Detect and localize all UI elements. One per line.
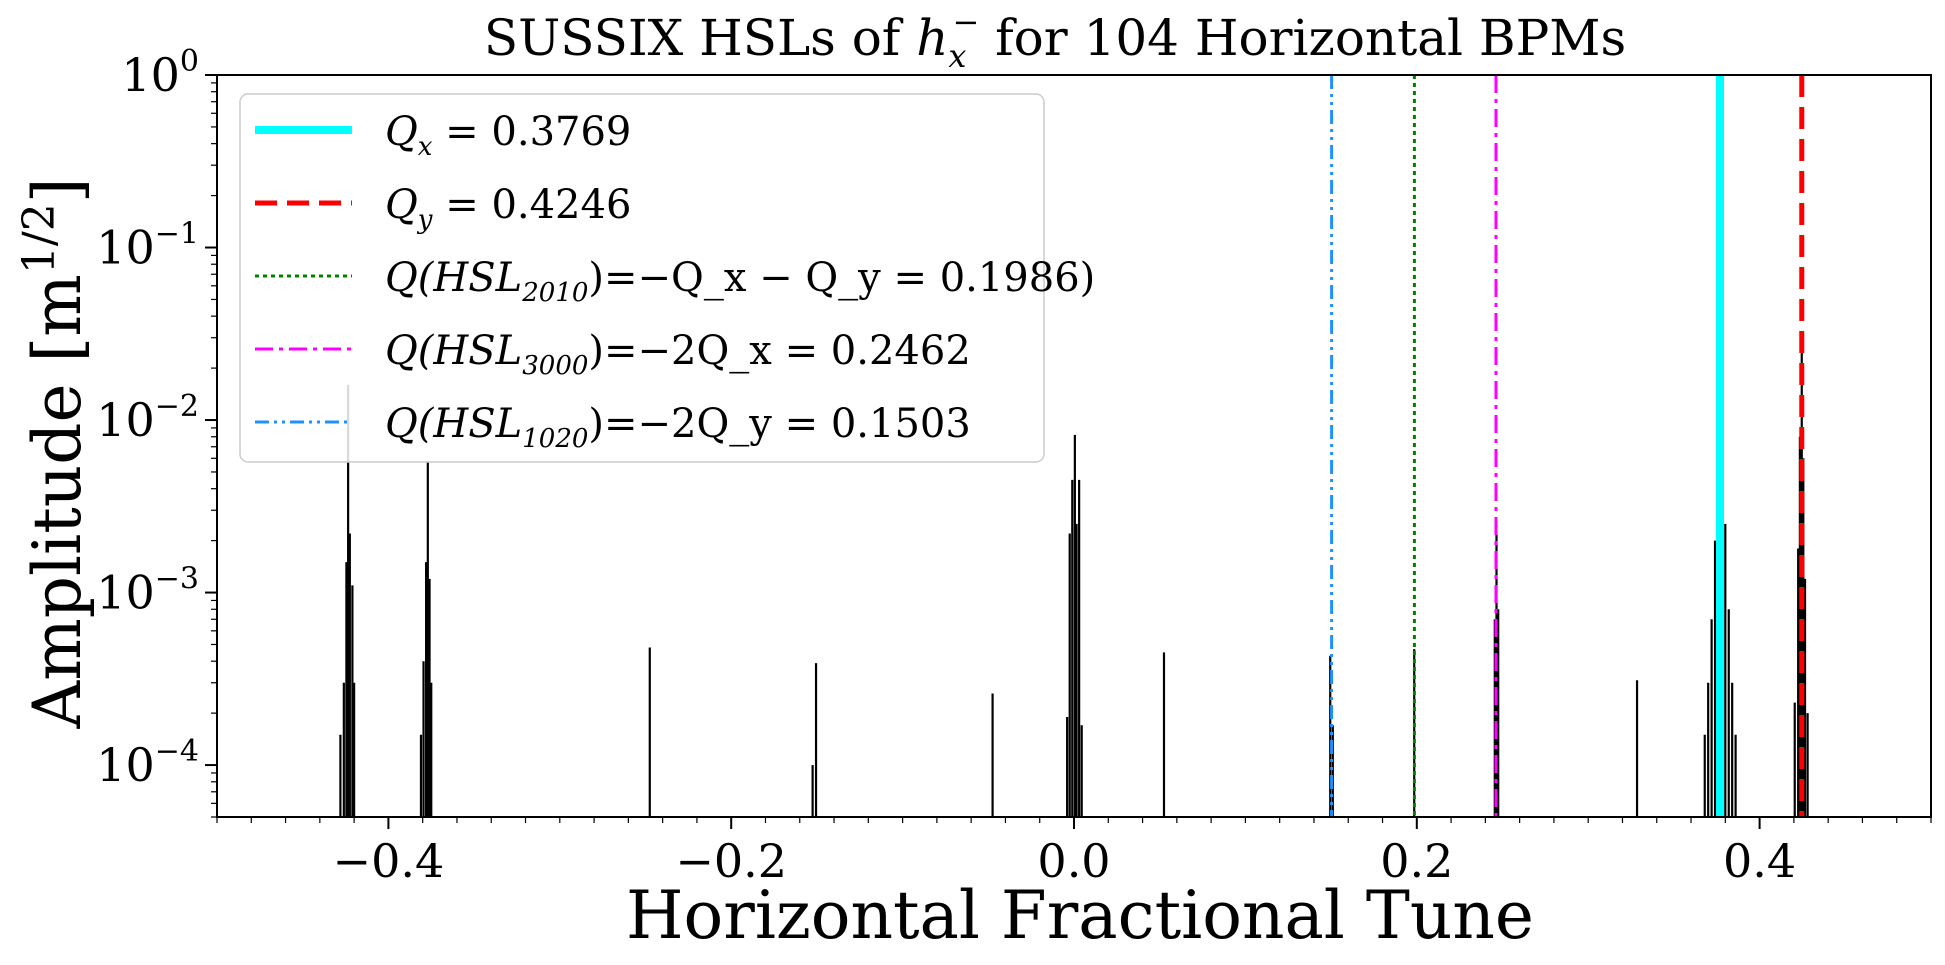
legend-label-1: Qy = 0.4246 bbox=[385, 182, 631, 235]
y-tick-label-0: 100 bbox=[121, 44, 199, 102]
y-axis-label-close: ] bbox=[19, 178, 96, 204]
chart-title-symbol: h bbox=[916, 9, 948, 67]
y-tick-label-3: 10−3 bbox=[96, 562, 199, 620]
legend-label-0: Qx = 0.3769 bbox=[385, 109, 631, 162]
x-tick-label-2: 0.0 bbox=[1037, 834, 1110, 888]
chart-title-suffix: for 104 Horizontal BPMs bbox=[979, 9, 1626, 67]
chart-title-superscript: − bbox=[952, 3, 979, 41]
chart-title-subscript: x bbox=[948, 37, 966, 75]
legend-box bbox=[239, 93, 1045, 463]
axes: −0.4 −0.2 0.0 0.2 0.4 100 10−1 10−2 10−3 10−4 bbox=[96, 44, 1932, 888]
y-axis-label: Amplitude [m1/2] bbox=[14, 178, 96, 730]
y-axis-label-exp: 1/2 bbox=[14, 203, 65, 274]
legend-label-2: Q(HSL2010)=−Q_x − Q_y = 0.1986) bbox=[385, 255, 1095, 308]
chart-title: SUSSIX HSLs of hx− for 104 Horizontal BP… bbox=[484, 3, 1626, 75]
y-tick-label-4: 10−4 bbox=[96, 734, 199, 792]
x-axis-label: Horizontal Fractional Tune bbox=[626, 877, 1534, 954]
x-tick-label-3: 0.2 bbox=[1380, 834, 1453, 888]
reference-lines bbox=[1330, 75, 1805, 817]
x-tick-label-4: 0.4 bbox=[1723, 834, 1796, 888]
chart-title-prefix: SUSSIX HSLs of bbox=[484, 9, 916, 67]
y-tick-label-2: 10−2 bbox=[96, 389, 199, 447]
legend: Qx = 0.3769 Qy = 0.4246 Q(HSL2010)=−Q_x − … bbox=[239, 93, 1095, 463]
y-tick-label-1: 10−1 bbox=[96, 217, 199, 275]
x-tick-label-1: −0.2 bbox=[675, 834, 787, 888]
y-axis-label-main: Amplitude [m bbox=[19, 274, 96, 729]
legend-label-4: Q(HSL1020)=−2Q_y = 0.1503 bbox=[385, 401, 971, 454]
legend-label-3: Q(HSL3000)=−2Q_x = 0.2462 bbox=[385, 328, 971, 381]
x-tick-label-0: −0.4 bbox=[333, 834, 445, 888]
